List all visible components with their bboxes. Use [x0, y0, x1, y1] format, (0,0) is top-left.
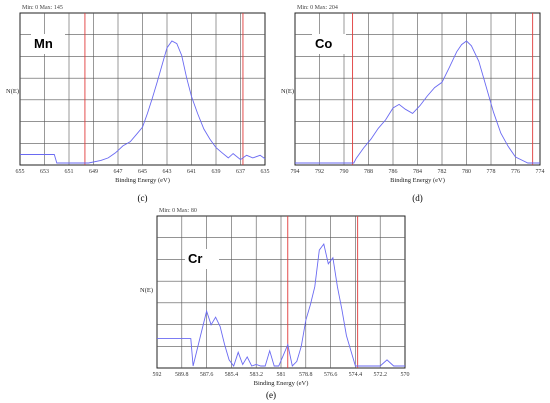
x-tick-label: 583.2 [249, 372, 263, 378]
x-tick-label: 655 [16, 169, 25, 175]
panel-d: 794 792 790 788 786 784 782 780 778 776 774 Min: 0 … [281, 5, 545, 203]
spectrum-line [157, 242, 405, 367]
y-axis-label: N(E) [6, 88, 19, 95]
x-tick-label: 576.6 [324, 372, 338, 378]
x-tick-label: 788 [364, 169, 373, 175]
x-tick-label: 578.8 [299, 372, 313, 378]
x-tick-label: 637 [236, 169, 245, 175]
x-tick-label: 792 [315, 169, 324, 175]
x-tick-label: 643 [163, 169, 172, 175]
spectrum-line [295, 40, 540, 164]
x-axis-label: Binding Energy (eV) [254, 380, 309, 387]
element-label-bg [31, 34, 65, 54]
element-label: Mn [34, 36, 53, 51]
x-tick-label: 572.2 [373, 372, 387, 378]
x-tick-label: 782 [438, 169, 447, 175]
element-label-bg [185, 249, 219, 269]
panel-e: 592 589.8 587.6 585.4 583.2 581 578.8 576.6 574.… [140, 208, 410, 400]
min-max-readout: Min: 0 Max: 145 [22, 5, 63, 11]
x-tick-label: 635 [261, 169, 270, 175]
x-tick-label: 581 [277, 372, 286, 378]
x-tick-label: 645 [138, 169, 147, 175]
panel-caption: (c) [138, 193, 148, 203]
x-tick-label: 653 [40, 169, 49, 175]
element-label: Co [315, 36, 332, 51]
x-tick-label: 790 [340, 169, 349, 175]
panel-c: 655 653 651 649 647 645 643 641 639 637 635 Min: 0 … [6, 5, 270, 203]
x-tick-label: 574.4 [349, 372, 363, 378]
x-tick-label: 778 [487, 169, 496, 175]
spectrum-line [20, 40, 266, 164]
x-tick-label: 774 [536, 169, 545, 175]
x-axis-label: Binding Energy (eV) [390, 177, 445, 184]
x-tick-label: 794 [291, 169, 300, 175]
x-tick-label: 592 [153, 372, 162, 378]
x-tick-label: 780 [462, 169, 471, 175]
element-label: Cr [188, 251, 202, 266]
x-tick-label: 776 [511, 169, 520, 175]
x-tick-label: 587.6 [200, 372, 214, 378]
x-tick-label: 651 [65, 169, 74, 175]
x-tick-label: 784 [413, 169, 422, 175]
panel-caption: (d) [412, 193, 423, 203]
x-tick-label: 589.8 [175, 372, 189, 378]
y-axis-label: N(E) [140, 287, 153, 294]
x-tick-label: 641 [187, 169, 196, 175]
element-label-bg [312, 34, 346, 54]
x-tick-label: 786 [389, 169, 398, 175]
x-tick-label: 570 [401, 372, 410, 378]
y-axis-label: N(E) [281, 88, 294, 95]
panel-caption: (e) [266, 390, 276, 400]
x-tick-label: 647 [114, 169, 123, 175]
min-max-readout: Min: 0 Max: 204 [297, 5, 338, 11]
x-tick-label: 649 [89, 169, 98, 175]
x-axis-label: Binding Energy (eV) [115, 177, 170, 184]
x-tick-label: 639 [212, 169, 221, 175]
min-max-readout: Min: 0 Max: 80 [159, 208, 197, 214]
x-tick-label: 585.4 [225, 372, 239, 378]
